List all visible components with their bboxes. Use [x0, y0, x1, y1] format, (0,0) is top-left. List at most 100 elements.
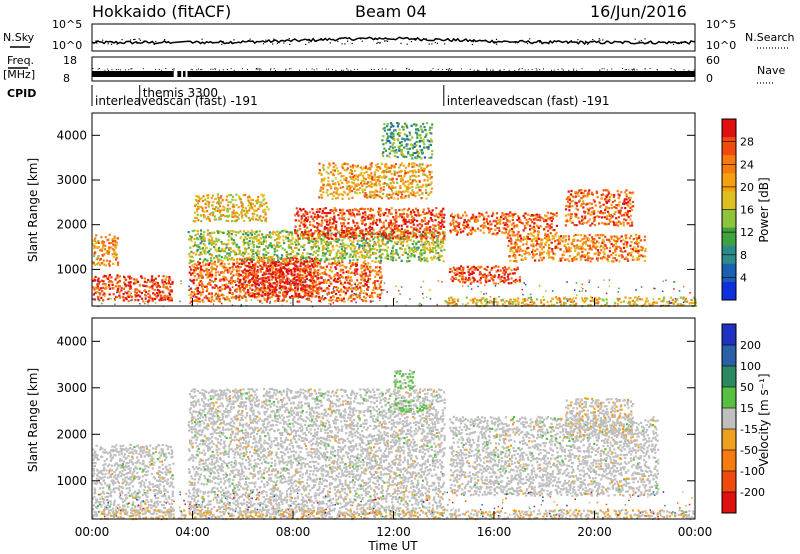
heatmap-cell: [431, 249, 434, 252]
heatmap-cell: [353, 247, 356, 250]
heatmap-cell: [253, 266, 257, 269]
heatmap-cell: [546, 252, 549, 255]
heatmap-cell: [466, 223, 470, 226]
heatmap-cell: [562, 237, 565, 240]
nave-point: [430, 70, 432, 71]
heatmap-cell: [314, 256, 317, 259]
heatmap-cell: [308, 241, 311, 244]
heatmap-cell: [170, 289, 173, 292]
heatmap-cell: [346, 181, 349, 184]
heatmap-cell: [400, 248, 404, 251]
heatmap-cell: [412, 223, 415, 226]
heatmap-cell: [282, 277, 285, 280]
heatmap-cell: [262, 287, 265, 290]
heatmap-cell: [406, 225, 409, 228]
heatmap-cell: [100, 236, 103, 239]
heatmap-cell: [203, 210, 206, 213]
heatmap-cell: [238, 251, 241, 254]
heatmap-cell: [279, 273, 282, 276]
heatmap-cell: [328, 269, 331, 272]
heatmap-cell: [92, 279, 95, 282]
heatmap-cell: [456, 273, 459, 276]
heatmap-cell: [243, 268, 246, 271]
heatmap-cell: [259, 258, 262, 261]
heatmap-cell: [547, 235, 550, 238]
heatmap-cell: [366, 251, 369, 254]
heatmap-cell: [230, 278, 233, 281]
nsearch-point: [212, 42, 214, 44]
heatmap-cell: [311, 246, 314, 249]
heatmap-cell: [462, 281, 465, 284]
heatmap-cell: [159, 294, 162, 297]
heatmap-cell: [365, 170, 368, 174]
heatmap-cell: [296, 265, 299, 268]
heatmap-cell: [326, 287, 329, 290]
heatmap-cell: [215, 271, 218, 274]
nave-point: [111, 69, 113, 71]
heatmap-cell: [361, 284, 364, 287]
heatmap-cell: [472, 277, 475, 280]
heatmap-cell: [372, 238, 375, 241]
heatmap-cell: [468, 268, 471, 271]
heatmap-cell: [373, 286, 376, 289]
heatmap-cell: [372, 183, 375, 186]
heatmap-cell: [234, 251, 237, 254]
heatmap-cell: [341, 213, 345, 216]
nave-point: [490, 69, 492, 71]
heatmap-cell: [257, 207, 260, 211]
heatmap-cell: [389, 219, 392, 222]
heatmap-cell: [532, 225, 535, 228]
heatmap-cell: [323, 211, 326, 215]
nave-point: [356, 68, 358, 70]
heatmap-cell: [410, 193, 413, 196]
heatmap-cell: [209, 300, 213, 303]
heatmap-cell: [343, 231, 346, 234]
heatmap-cell: [402, 153, 405, 156]
heatmap-cell: [456, 225, 459, 228]
nsearch-point: [129, 39, 132, 41]
heatmap-cell: [428, 140, 431, 143]
heatmap-cell: [274, 231, 277, 234]
nsearch-point: [310, 40, 312, 43]
heatmap-cell: [244, 258, 247, 261]
nave-point: [393, 69, 395, 71]
heatmap-cell: [252, 263, 255, 267]
heatmap-cell: [253, 268, 256, 271]
heatmap-cell: [546, 233, 549, 236]
heatmap-cell: [321, 209, 324, 213]
heatmap-cell: [316, 216, 319, 219]
heatmap-cell: [255, 270, 259, 273]
heatmap-cell: [399, 229, 402, 232]
heatmap-cell: [361, 266, 364, 269]
heatmap-cell: [456, 270, 459, 273]
nsearch-point: [262, 43, 265, 45]
heatmap-cell: [533, 227, 536, 230]
heatmap-cell: [546, 239, 549, 242]
heatmap-cell: [275, 288, 278, 291]
heatmap-cell: [96, 279, 99, 282]
heatmap-cell: [264, 273, 267, 276]
heatmap-cell: [97, 255, 100, 258]
heatmap-cell: [155, 296, 158, 299]
heatmap-cell: [340, 288, 343, 291]
heatmap-cell: [255, 283, 258, 286]
heatmap-cell: [539, 253, 542, 256]
heatmap-cell: [200, 276, 203, 279]
heatmap-cell: [414, 192, 417, 195]
heatmap-cell: [407, 171, 410, 174]
heatmap-cell: [335, 237, 338, 240]
heatmap-cell: [193, 237, 196, 241]
heatmap-cell: [440, 225, 443, 228]
heatmap-cell: [404, 248, 407, 251]
heatmap-cell: [304, 256, 307, 259]
heatmap-cell: [321, 254, 324, 257]
heatmap-cell: [534, 259, 537, 262]
nsearch-point: [385, 40, 387, 42]
heatmap-cell: [253, 295, 256, 298]
heatmap-cell: [210, 298, 213, 301]
heatmap-cell: [544, 214, 547, 217]
nsearch-point: [305, 43, 307, 45]
heatmap-cell: [385, 170, 388, 174]
heatmap-cell: [419, 169, 422, 172]
